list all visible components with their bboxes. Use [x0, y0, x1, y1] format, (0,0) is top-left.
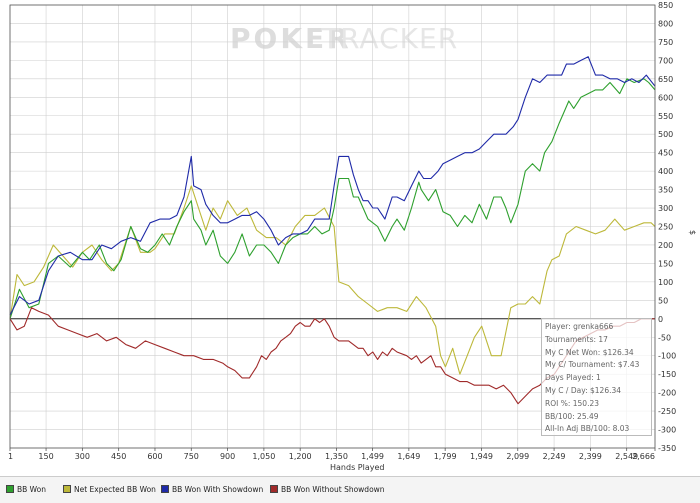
legend-swatch: [161, 485, 169, 493]
legend: BB Won Net Expected BB Won BB Won With Sho…: [0, 476, 700, 503]
series-line-net-expected-bb-won: [9, 185, 656, 375]
y-tick-label: -250: [658, 407, 676, 416]
x-tick-label: 1,949: [470, 452, 493, 461]
legend-label: BB Won Without Showdown: [281, 485, 385, 494]
y-tick-label: 300: [658, 204, 673, 213]
player-stats-box: Player: grenka666 Tournaments: 17 My C Net…: [541, 318, 652, 436]
y-tick-label: 50: [658, 296, 668, 305]
y-tick-label: -150: [658, 370, 676, 379]
y-tick-label: 550: [658, 112, 673, 121]
x-tick-label: 2,666: [632, 452, 655, 461]
legend-swatch: [6, 485, 14, 493]
y-tick-label: 150: [658, 259, 673, 268]
x-tick-label: 1,799: [434, 452, 457, 461]
y-tick-label: 750: [658, 38, 673, 47]
plot-border: [9, 4, 656, 449]
y-tick-label: -300: [658, 426, 676, 435]
legend-swatch: [63, 485, 71, 493]
y-tick-labels: 8508007507006506005505004504003503002502…: [658, 1, 676, 453]
x-tick-label: 1: [8, 452, 13, 461]
x-tick-label: 1,499: [361, 452, 384, 461]
y-tick-label: 500: [658, 130, 673, 139]
y-tick-label: -200: [658, 389, 676, 398]
x-tick-label: 2,549: [615, 452, 638, 461]
legend-label: Net Expected BB Won: [74, 485, 156, 494]
legend-item-bb-won-without-showdown[interactable]: BB Won Without Showdown: [270, 485, 385, 494]
stat-line: Tournaments: 17: [545, 334, 608, 344]
x-tick-label: 1,649: [397, 452, 420, 461]
y-tick-label: 0: [658, 315, 663, 324]
y-tick-label: 450: [658, 149, 673, 158]
x-tick-label: 750: [184, 452, 199, 461]
stat-line: All-In Adj BB/100: 8.03: [545, 424, 630, 434]
series-line-bb-won: [9, 78, 656, 319]
y-tick-label: 250: [658, 223, 673, 232]
x-tick-label: 600: [147, 452, 162, 461]
legend-item-bb-won-with-showdown[interactable]: BB Won With Showdown: [161, 485, 263, 494]
y-tick-label: 200: [658, 241, 673, 250]
x-tick-label: 900: [220, 452, 235, 461]
y-tick-label: 400: [658, 167, 673, 176]
legend-item-net-expected-bb-won[interactable]: Net Expected BB Won: [63, 485, 156, 494]
y-tick-label: 350: [658, 186, 673, 195]
x-tick-label: 300: [75, 452, 90, 461]
axes: [9, 4, 656, 449]
x-tick-label: 450: [111, 452, 126, 461]
stat-line: My C / Day: $126.34: [545, 385, 622, 395]
x-tick-label: 1,350: [325, 452, 348, 461]
y-tick-label: 850: [658, 1, 673, 10]
stat-line: Player: grenka666: [545, 322, 614, 331]
legend-item-bb-won[interactable]: BB Won: [6, 485, 46, 494]
x-tick-labels: 1 150 300 450 600 750 900 1,050 1,200 1,350 1,499 1…: [8, 448, 656, 461]
y-tick-label: -50: [658, 333, 671, 342]
x-tick-label: 150: [38, 452, 53, 461]
legend-label: BB Won: [17, 485, 46, 494]
y-tick-label: 650: [658, 75, 673, 84]
y-tick-label: 700: [658, 56, 673, 65]
stat-line: My C/ Tournament: $7.43: [545, 360, 640, 370]
y-tick-label: 100: [658, 278, 673, 287]
series-line-bb-won-with-showdown: [9, 56, 656, 316]
stat-line: ROI %: 150.23: [545, 398, 599, 408]
legend-swatch: [270, 485, 278, 493]
x-tick-label: 2,249: [543, 452, 566, 461]
y-tick-label: -100: [658, 352, 676, 361]
x-tick-label: 2,099: [506, 452, 529, 461]
x-tick-label: 1,200: [289, 452, 312, 461]
y-tick-label: 600: [658, 93, 673, 102]
y-tick-label: -350: [658, 444, 676, 453]
x-tick-label: 2,399: [579, 452, 602, 461]
stat-line: My C Net Won: $126.34: [545, 347, 634, 357]
legend-label: BB Won With Showdown: [172, 485, 264, 494]
x-axis-title: Hands Played: [330, 463, 384, 472]
y-axis-title: $: [688, 230, 697, 235]
x-tick-label: 1,050: [252, 452, 275, 461]
watermark-tracker: TRACKER: [321, 22, 458, 55]
y-tick-label: 800: [658, 19, 673, 28]
stat-line: Days Played: 1: [545, 373, 601, 383]
watermark-poker: POKER: [230, 22, 352, 55]
stat-line: BB/100: 25.49: [545, 411, 599, 421]
